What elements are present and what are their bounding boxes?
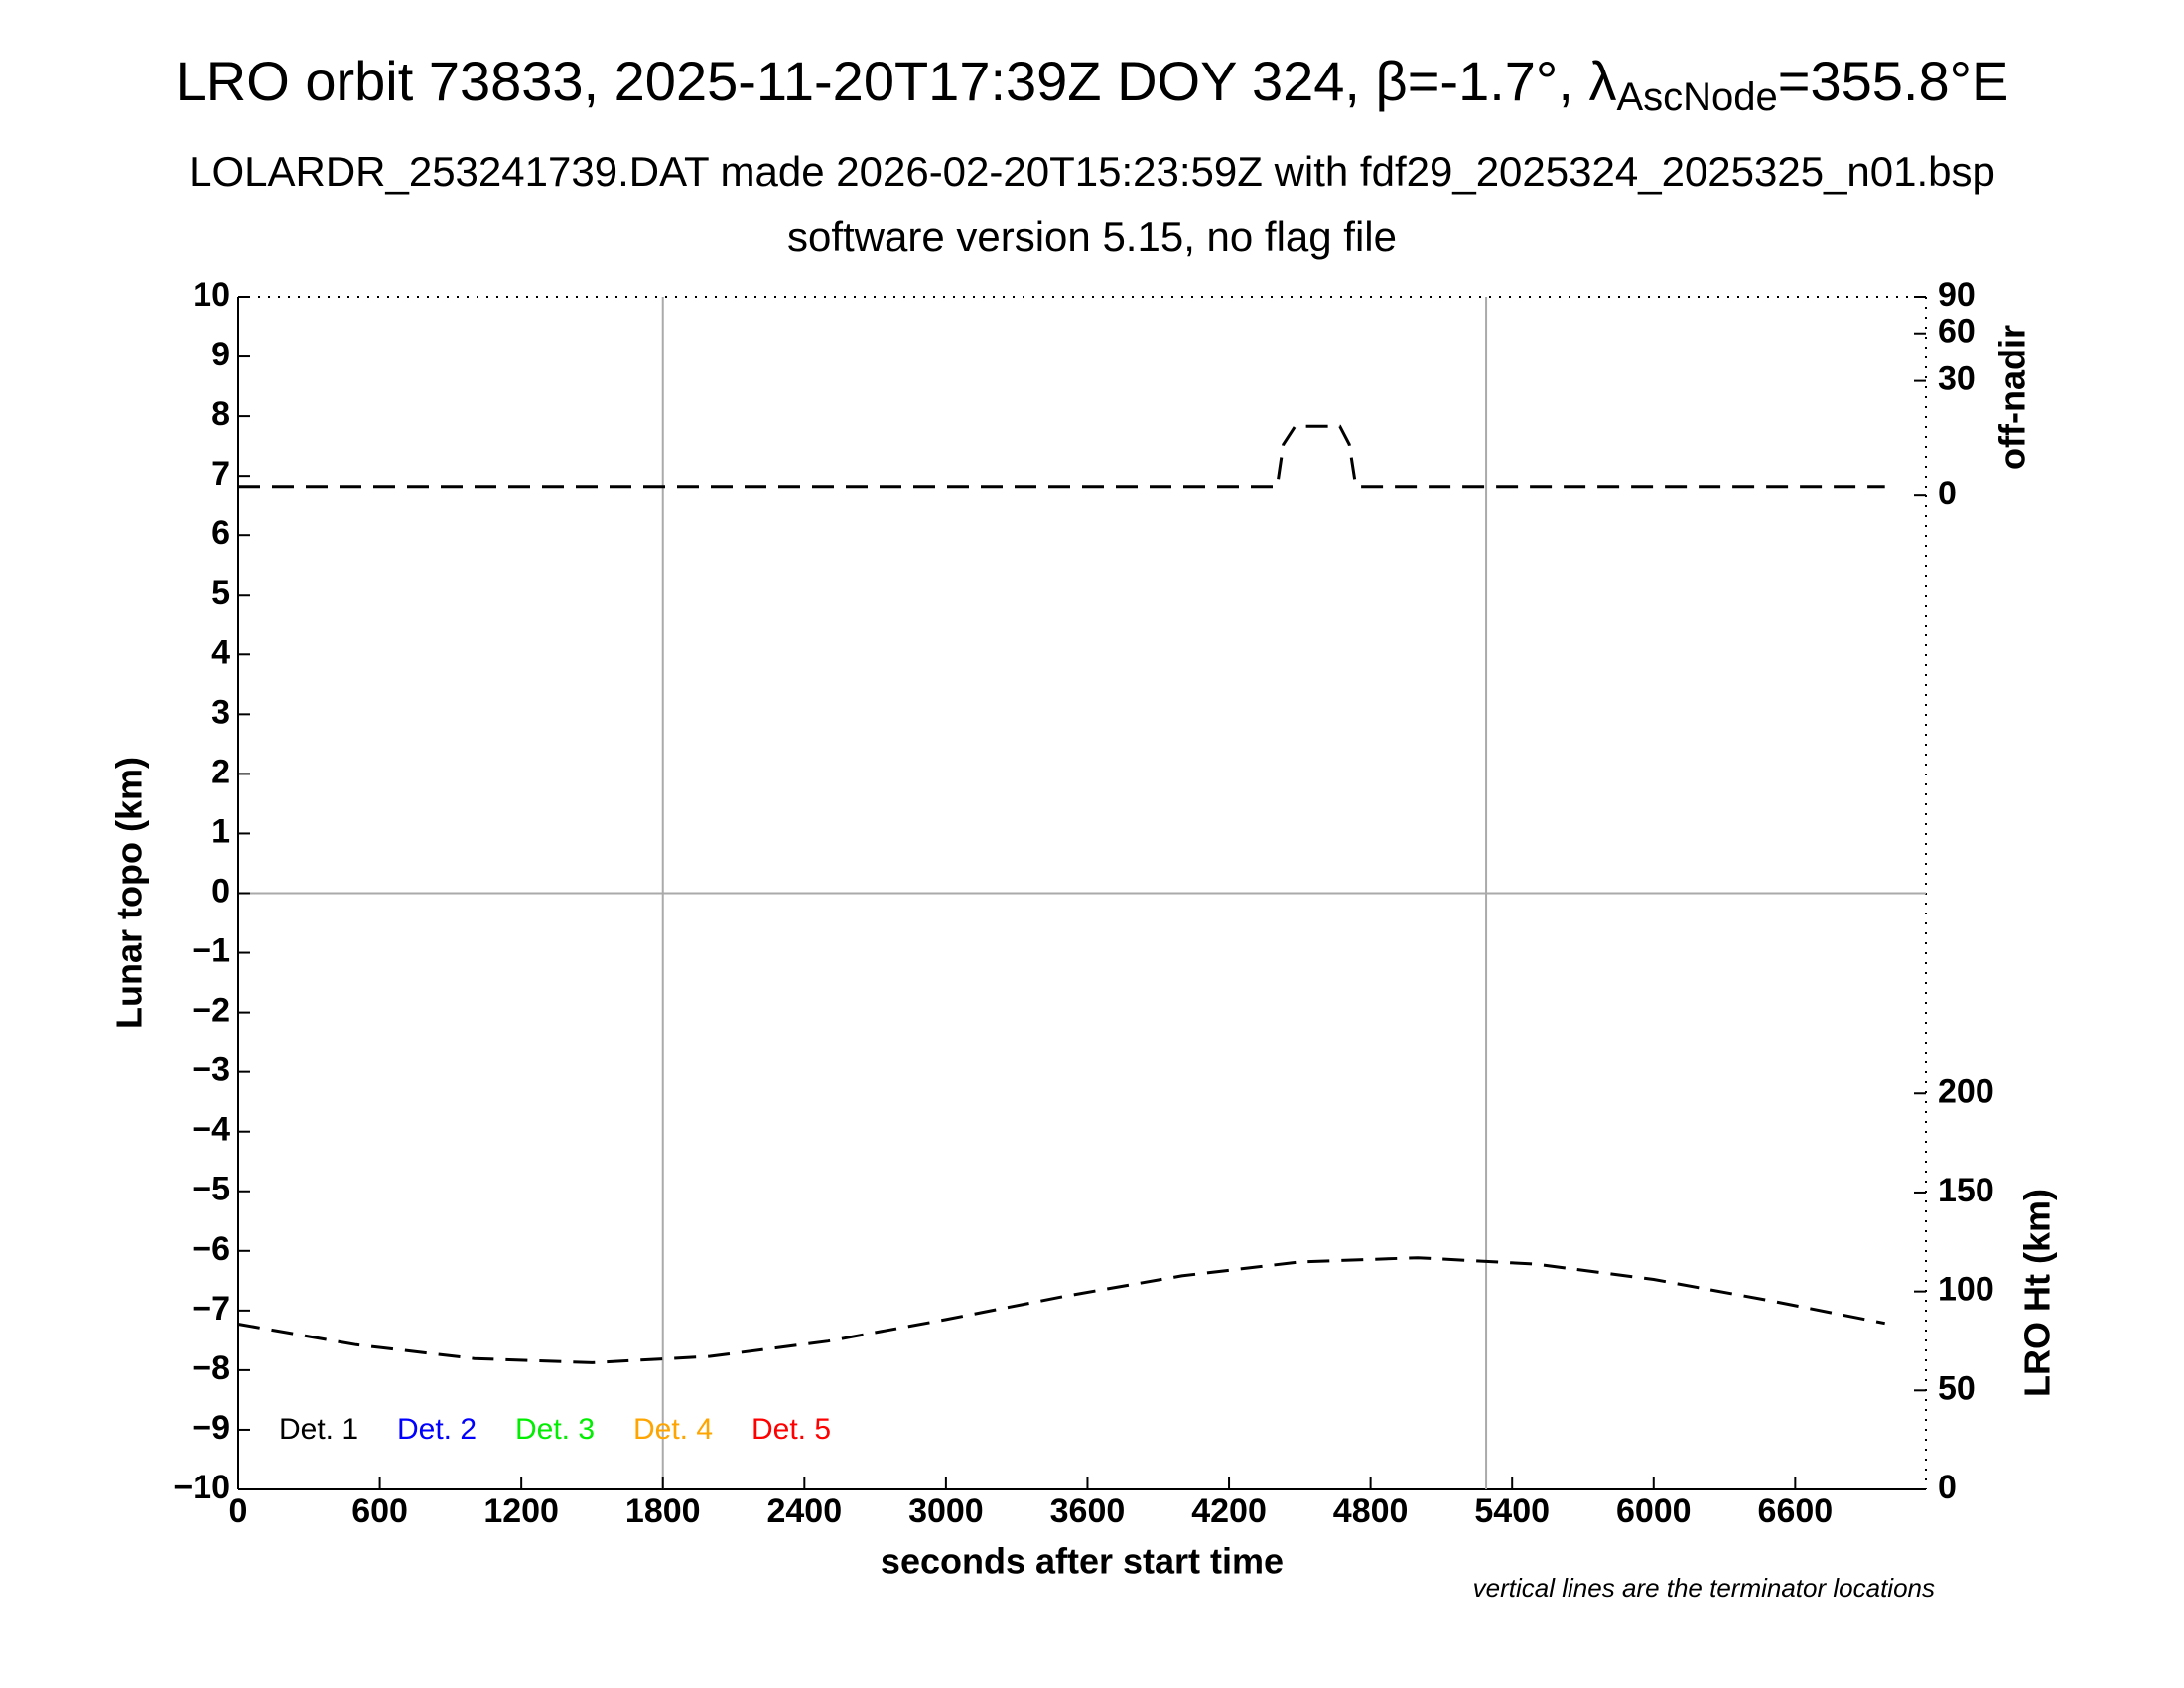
x-tick-label: 4200 <box>1191 1492 1267 1530</box>
x-tick-label: 2400 <box>766 1492 842 1530</box>
legend-entry: Det. 1 <box>279 1413 358 1446</box>
y3-tick-label: 200 <box>1938 1072 1994 1110</box>
title-main: LRO orbit 73833, 2025-11-20T17:39Z DOY 3… <box>176 50 1617 112</box>
x-tick-label: 1800 <box>625 1492 701 1530</box>
series-line <box>238 424 1885 489</box>
x-tick-label: 6600 <box>1758 1492 1834 1530</box>
y-tick-label: −5 <box>192 1171 230 1208</box>
x-axis-label: seconds after start time <box>881 1541 1284 1582</box>
y-tick-label: 8 <box>211 395 230 433</box>
x-tick-label: 5400 <box>1474 1492 1550 1530</box>
y-tick-label: −6 <box>192 1230 230 1268</box>
y-tick-label: 7 <box>211 455 230 492</box>
legend-entry: Det. 2 <box>397 1413 477 1446</box>
title-subscript: AscNode <box>1616 75 1777 119</box>
y-tick-label: −2 <box>192 992 230 1030</box>
y-tick-label: −8 <box>192 1349 230 1387</box>
y2-tick-label: 0 <box>1938 475 1957 512</box>
y3-tick-label: 50 <box>1938 1369 1976 1407</box>
y-tick-label: 9 <box>211 336 230 373</box>
y-tick-label: 6 <box>211 514 230 552</box>
legend-entry: Det. 3 <box>515 1413 595 1446</box>
y-tick-label: −10 <box>173 1469 230 1506</box>
legend-entry: Det. 4 <box>633 1413 713 1446</box>
y-tick-label: −3 <box>192 1052 230 1089</box>
y2-tick-label: 30 <box>1938 360 1976 398</box>
x-tick-label: 3600 <box>1050 1492 1126 1530</box>
x-tick-label: 1200 <box>483 1492 559 1530</box>
y-tick-label: −7 <box>192 1290 230 1328</box>
y-tick-label: 1 <box>211 812 230 850</box>
x-tick-label: 4800 <box>1333 1492 1409 1530</box>
y-tick-label: −9 <box>192 1409 230 1447</box>
y3-tick-label: 150 <box>1938 1172 1994 1209</box>
y2-tick-label: 90 <box>1938 276 1976 314</box>
y3-tick-label: 100 <box>1938 1271 1994 1309</box>
y-axis-label: Lunar topo (km) <box>109 757 150 1029</box>
x-tick-label: 600 <box>351 1492 408 1530</box>
legend-entry: Det. 5 <box>751 1413 831 1446</box>
title-suffix: =355.8°E <box>1778 50 2009 112</box>
y2-axis-label: off-nadir <box>1992 325 2033 470</box>
y3-tick-label: 0 <box>1938 1469 1957 1506</box>
note: vertical lines are the terminator locati… <box>1473 1573 1935 1603</box>
y-tick-label: −4 <box>192 1111 230 1149</box>
y-tick-label: 10 <box>193 276 230 314</box>
y-tick-label: 0 <box>211 872 230 910</box>
x-tick-label: 6000 <box>1616 1492 1692 1530</box>
subtitle: LOLARDR_253241739.DAT made 2026-02-20T15… <box>189 148 1995 195</box>
y-tick-label: 5 <box>211 574 230 612</box>
y-tick-label: 4 <box>211 633 230 671</box>
y-tick-label: 2 <box>211 753 230 790</box>
y2-tick-label: 60 <box>1938 313 1976 351</box>
x-tick-label: 3000 <box>908 1492 984 1530</box>
chart-title: LRO orbit 73833, 2025-11-20T17:39Z DOY 3… <box>176 50 2009 119</box>
y-tick-label: −1 <box>192 932 230 970</box>
x-tick-label: 0 <box>229 1492 248 1530</box>
y3-axis-label: LRO Ht (km) <box>2017 1189 2058 1397</box>
series-line <box>237 1256 1885 1364</box>
subtitle: software version 5.15, no flag file <box>787 213 1397 260</box>
y-tick-label: 3 <box>211 693 230 731</box>
